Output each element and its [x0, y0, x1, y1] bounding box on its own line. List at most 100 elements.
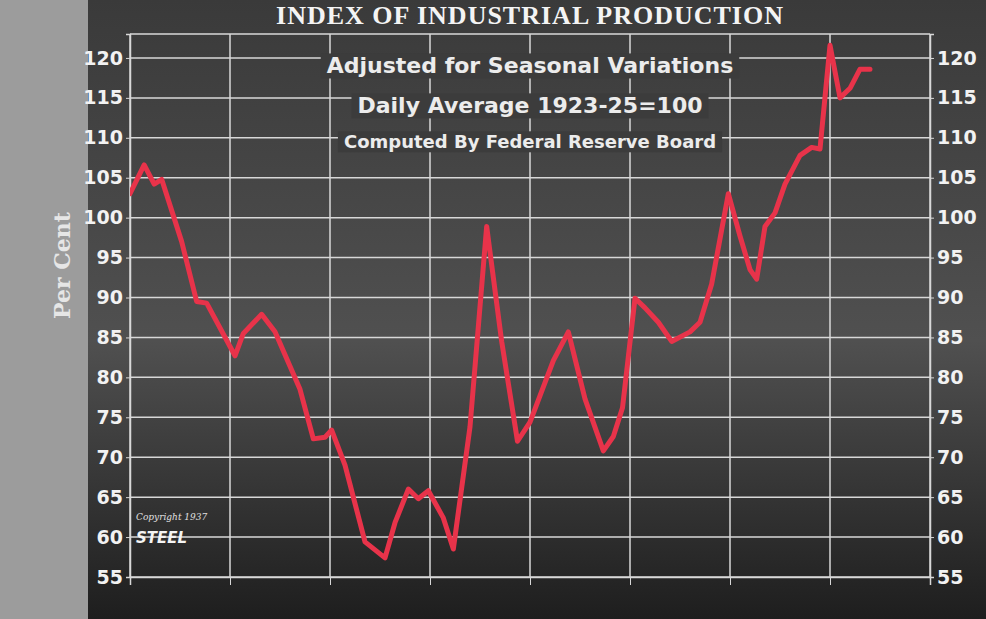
tick: 60 — [930, 526, 963, 548]
axis-line — [126, 35, 131, 578]
tick: 70 — [930, 446, 963, 468]
chart: 5560657075808590951001051101151205560657… — [0, 0, 986, 619]
tick-mark — [126, 218, 130, 219]
tick-mark — [126, 337, 130, 338]
grid-line-x — [729, 34, 731, 577]
tick-mark — [130, 577, 131, 585]
tick-mark — [126, 258, 130, 259]
tick-mark — [930, 497, 934, 498]
tick-label: 70 — [937, 446, 963, 468]
tick — [630, 577, 631, 585]
tick-mark — [126, 457, 130, 458]
tick: 60 — [97, 526, 130, 548]
axis-line — [931, 35, 935, 578]
publisher: STEEL — [136, 529, 187, 547]
tick-label: 60 — [937, 526, 963, 548]
title: INDEX OF INDUSTRIAL PRODUCTION — [276, 1, 784, 30]
tick-mark — [930, 457, 934, 458]
tick-mark — [930, 577, 931, 585]
grid — [130, 34, 930, 577]
tick: 105 — [930, 166, 977, 188]
tick-label: 100 — [83, 206, 123, 228]
tick: 100 — [930, 206, 977, 228]
tick-label: 90 — [97, 286, 123, 308]
tick: 65 — [930, 486, 963, 508]
tick-label: 55 — [97, 566, 123, 588]
tick-label: 95 — [937, 246, 963, 268]
plot-frame-top — [130, 33, 930, 35]
tick: 85 — [930, 326, 963, 348]
grid-line-x — [329, 34, 331, 577]
tick-mark — [126, 537, 130, 538]
tick: 80 — [930, 366, 963, 388]
tick-label: 120 — [937, 47, 977, 69]
y-axis-title: Per Cent — [49, 211, 75, 319]
tick-mark — [830, 577, 831, 585]
tick-mark — [930, 258, 934, 259]
tick-mark — [730, 577, 731, 585]
tick-mark — [126, 178, 130, 179]
tick: 90 — [930, 286, 963, 308]
axis-line — [131, 578, 931, 586]
tick-mark — [126, 58, 130, 59]
tick: 65 — [97, 486, 130, 508]
tick-label: 100 — [937, 206, 977, 228]
tick-mark — [930, 138, 934, 139]
tick-mark — [330, 577, 331, 585]
tick-label: 65 — [937, 486, 963, 508]
tick-mark — [126, 377, 130, 378]
panel-background — [88, 0, 986, 619]
x-axis — [131, 577, 931, 585]
tick-label: 80 — [937, 366, 963, 388]
tick: 115 — [930, 86, 977, 108]
tick — [730, 577, 731, 585]
tick-mark — [230, 577, 231, 585]
tick — [830, 577, 831, 585]
grid-line-x — [829, 34, 831, 577]
tick-mark — [126, 138, 130, 139]
tick-label: 90 — [937, 286, 963, 308]
tick-mark — [126, 417, 130, 418]
tick-mark — [930, 298, 934, 299]
tick: 75 — [930, 406, 963, 428]
tick: 120 — [83, 47, 130, 69]
tick-label: 85 — [97, 326, 123, 348]
tick-mark — [530, 577, 531, 585]
tick — [430, 577, 431, 585]
tick-mark — [930, 218, 934, 219]
tick-mark — [930, 178, 934, 179]
tick-mark — [930, 337, 934, 338]
plot-area — [130, 45, 870, 558]
tick-mark — [930, 98, 934, 99]
tick-label: 80 — [97, 366, 123, 388]
tick-label: 70 — [97, 446, 123, 468]
tick: 100 — [83, 206, 130, 228]
tick: 55 — [97, 566, 130, 588]
tick-label: 105 — [937, 166, 977, 188]
tick: 75 — [97, 406, 130, 428]
tick-label: 115 — [937, 86, 977, 108]
tick: 95 — [97, 246, 130, 268]
subtitle-background — [321, 53, 739, 78]
tick: 85 — [97, 326, 130, 348]
tick-label: 60 — [97, 526, 123, 548]
tick-mark — [126, 298, 130, 299]
tick — [330, 577, 331, 585]
tick-label: 115 — [83, 86, 123, 108]
tick: 120 — [930, 47, 977, 69]
subtitle-background — [351, 93, 708, 118]
tick-label: 75 — [97, 406, 123, 428]
y-axis-right: 556065707580859095100105110115120 — [930, 35, 977, 588]
subtitle: Adjusted for Seasonal Variations — [327, 53, 733, 78]
tick-mark — [126, 497, 130, 498]
tick-mark — [126, 577, 130, 578]
page-background — [0, 0, 88, 619]
tick: 95 — [930, 246, 963, 268]
tick — [230, 577, 231, 585]
tick-mark — [430, 577, 431, 585]
tick: 110 — [83, 126, 130, 148]
tick-label: 110 — [937, 126, 977, 148]
tick: 110 — [930, 126, 977, 148]
tick-mark — [126, 98, 130, 99]
y-axis-left: 556065707580859095100105110115120 — [83, 35, 130, 588]
